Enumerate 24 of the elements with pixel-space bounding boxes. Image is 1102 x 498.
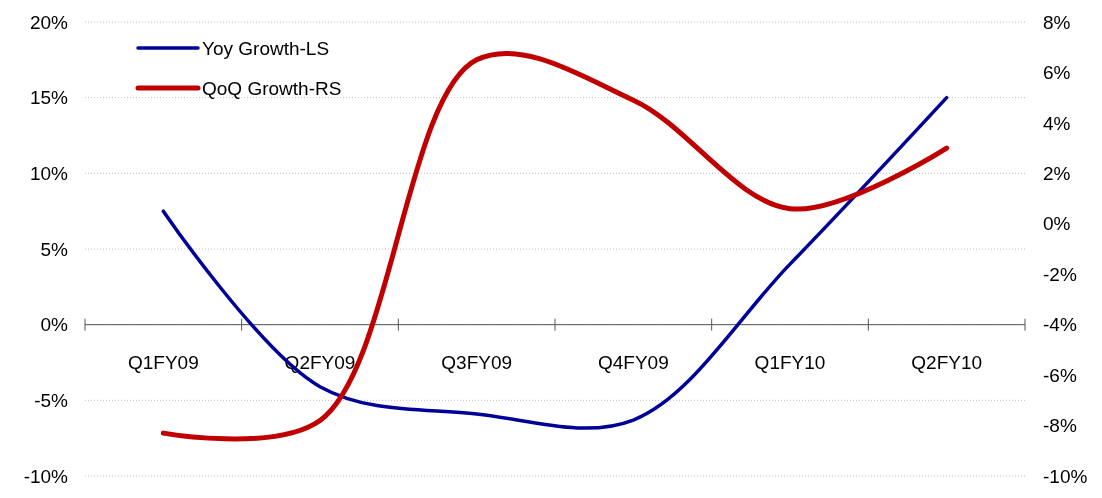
y-tick-label: -5% [34, 389, 69, 411]
x-tick-label: Q3FY09 [441, 351, 513, 373]
y2-tick-label: 0% [1043, 213, 1071, 235]
y2-tick-label: -2% [1043, 263, 1077, 285]
y2-tick-label: -8% [1043, 415, 1077, 437]
y2-tick-label: 6% [1043, 62, 1071, 84]
y2-tick-label: 4% [1043, 112, 1071, 134]
x-tick-label: Q4FY09 [597, 351, 669, 373]
legend-label: QoQ Growth-RS [202, 77, 342, 99]
y2-tick-label: -10% [1043, 465, 1088, 487]
y-tick-label: 20% [29, 11, 69, 33]
x-tick-label: Q2FY10 [911, 351, 983, 373]
y-tick-label: -10% [23, 465, 69, 487]
x-tick-label: Q1FY09 [127, 351, 199, 373]
y2-tick-label: 8% [1043, 11, 1071, 33]
y-tick-label: 0% [40, 314, 69, 336]
y-tick-label: 5% [40, 238, 69, 260]
legend-label: Yoy Growth-LS [202, 37, 330, 59]
y2-tick-label: 2% [1043, 162, 1071, 184]
y2-tick-label: -4% [1043, 314, 1077, 336]
y-tick-label: 15% [29, 87, 69, 109]
x-tick-label: Q1FY10 [754, 351, 826, 373]
y-tick-label: 10% [29, 162, 69, 184]
y2-tick-label: -6% [1043, 364, 1077, 386]
